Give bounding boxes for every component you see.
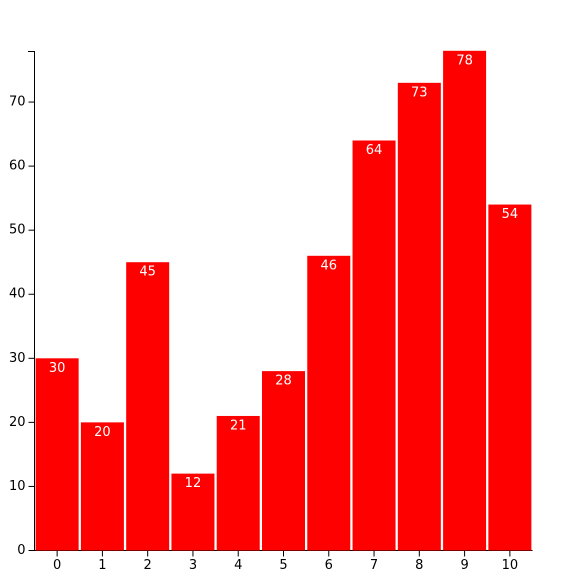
value-label: 28 xyxy=(275,374,292,389)
bar xyxy=(307,255,351,551)
bar xyxy=(397,82,441,551)
bar xyxy=(488,204,532,551)
x-tick-label: 10 xyxy=(502,558,519,573)
value-label: 46 xyxy=(320,258,337,273)
bar xyxy=(352,140,396,551)
x-tick-label: 1 xyxy=(98,558,106,573)
bar xyxy=(35,358,79,551)
y-tick-label: 70 xyxy=(9,95,26,110)
value-label: 20 xyxy=(94,425,111,440)
bar xyxy=(443,50,487,551)
value-label: 54 xyxy=(502,207,519,222)
x-tick-label: 5 xyxy=(279,558,287,573)
value-label: 30 xyxy=(49,361,66,376)
y-tick-label: 50 xyxy=(9,223,26,238)
y-tick-label: 10 xyxy=(9,479,26,494)
bar xyxy=(80,422,124,551)
x-tick-label: 8 xyxy=(415,558,423,573)
value-label: 12 xyxy=(185,476,202,491)
x-tick-label: 0 xyxy=(53,558,61,573)
bar xyxy=(216,415,260,551)
y-tick-label: 40 xyxy=(9,287,26,302)
bar xyxy=(171,473,215,551)
x-tick-label: 9 xyxy=(460,558,468,573)
y-tick-label: 20 xyxy=(9,415,26,430)
y-tick-label: 60 xyxy=(9,159,26,174)
x-tick-label: 2 xyxy=(144,558,152,573)
x-tick-label: 3 xyxy=(189,558,197,573)
bar xyxy=(126,262,170,551)
bar xyxy=(261,371,306,551)
value-label: 78 xyxy=(456,53,473,68)
value-label: 45 xyxy=(139,265,156,280)
x-tick-label: 4 xyxy=(234,558,242,573)
x-tick-label: 6 xyxy=(325,558,333,573)
y-tick-label: 0 xyxy=(17,543,25,558)
value-label: 64 xyxy=(366,143,383,158)
value-label: 73 xyxy=(411,85,428,100)
x-tick-label: 7 xyxy=(370,558,378,573)
y-tick-label: 30 xyxy=(9,351,26,366)
value-label: 21 xyxy=(230,418,247,433)
